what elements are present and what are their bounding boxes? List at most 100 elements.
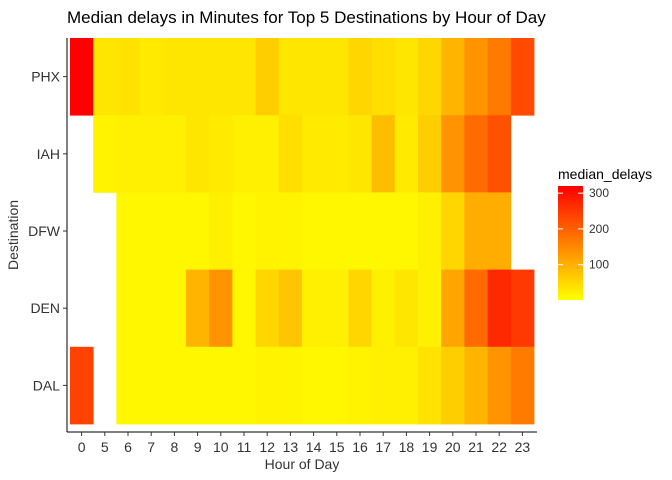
heatmap-cell xyxy=(278,115,303,193)
heatmap-cell xyxy=(162,115,187,193)
heatmap-cell xyxy=(186,38,210,116)
heatmap-cell xyxy=(255,346,280,425)
heatmap-cell xyxy=(464,192,488,270)
heatmap-cell xyxy=(418,115,442,193)
x-axis-label: Hour of Day xyxy=(265,456,340,472)
legend-tick-label: 200 xyxy=(589,222,609,236)
x-tick-label: 22 xyxy=(491,439,507,455)
x-tick-label: 23 xyxy=(515,439,531,455)
y-tick-label: IAH xyxy=(37,146,60,162)
legend-colorbar xyxy=(558,186,583,300)
heatmap-cell xyxy=(302,346,326,425)
heatmap-cell xyxy=(441,269,465,348)
heatmap-cell xyxy=(255,269,280,348)
heatmap-cell xyxy=(116,192,140,270)
heatmap-cell xyxy=(255,115,280,193)
heatmap-cell xyxy=(348,192,372,270)
heatmap-cell xyxy=(162,346,187,425)
heatmap-cell xyxy=(139,115,164,193)
heatmap-cell xyxy=(441,115,465,193)
heatmap-cell xyxy=(371,38,396,116)
heatmap-cell xyxy=(278,38,303,116)
x-tick-label: 15 xyxy=(329,439,345,455)
x-tick-label: 5 xyxy=(101,439,109,455)
heatmap-cell xyxy=(348,269,372,348)
x-tick-label: 9 xyxy=(194,439,202,455)
heatmap-cell xyxy=(209,38,233,116)
heatmap-cell xyxy=(510,269,535,348)
x-tick-label: 19 xyxy=(422,439,438,455)
heatmap-cell xyxy=(209,192,233,270)
heatmap-cell xyxy=(394,38,419,116)
heatmap-cell xyxy=(139,269,164,348)
heatmap-cell xyxy=(348,38,372,116)
heatmap-cell xyxy=(186,192,210,270)
heatmap-cell xyxy=(371,346,396,425)
heatmap-cell xyxy=(70,346,94,425)
heatmap-cell xyxy=(209,346,233,425)
heatmap-cell xyxy=(186,346,210,425)
heatmap-cell xyxy=(394,269,419,348)
heatmap-cell xyxy=(487,269,512,348)
legend-ticks: 100 200 300 xyxy=(558,186,609,272)
heatmap-cell xyxy=(162,38,187,116)
heatmap-cell xyxy=(325,192,349,270)
heatmap-cell xyxy=(209,269,233,348)
heatmap-cell xyxy=(116,346,140,425)
heatmap-cell xyxy=(371,115,396,193)
heatmap-cell xyxy=(139,192,164,270)
heatmap-cell xyxy=(325,115,349,193)
heatmap-cell xyxy=(325,38,349,116)
heatmap-cell xyxy=(162,269,187,348)
heatmap-cell xyxy=(487,192,512,270)
heatmap-cell xyxy=(302,115,326,193)
heatmap-cell xyxy=(116,38,140,116)
heatmap-cell xyxy=(93,115,117,193)
heatmap-cell xyxy=(186,115,210,193)
x-tick-label: 7 xyxy=(147,439,155,455)
heatmap-cell xyxy=(348,115,372,193)
heatmap-cell xyxy=(139,346,164,425)
heatmap-cell xyxy=(441,192,465,270)
x-tick-label: 12 xyxy=(259,439,275,455)
heatmap-cell xyxy=(418,192,442,270)
heatmap-cell xyxy=(441,346,465,425)
y-ticks: PHX IAH DFW DEN DAL xyxy=(28,69,67,393)
heatmap-cell xyxy=(394,192,419,270)
heatmap-cell xyxy=(278,346,303,425)
heatmap-cell xyxy=(255,38,280,116)
heatmap-cell xyxy=(116,115,140,193)
heatmap-cell xyxy=(209,115,233,193)
chart-title: Median delays in Minutes for Top 5 Desti… xyxy=(67,8,546,27)
heatmap-cell xyxy=(487,115,512,193)
y-tick-label: PHX xyxy=(31,69,60,85)
heatmap-cell xyxy=(325,269,349,348)
x-tick-label: 20 xyxy=(445,439,461,455)
heatmap-cell xyxy=(232,115,256,193)
heatmap-cell xyxy=(255,192,280,270)
heatmap-cell xyxy=(418,38,442,116)
heatmap-cell xyxy=(348,346,372,425)
heatmap-cell xyxy=(418,346,442,425)
x-tick-label: 13 xyxy=(283,439,299,455)
y-axis-label: Destination xyxy=(5,200,21,270)
axes xyxy=(66,38,537,433)
x-tick-label: 21 xyxy=(468,439,484,455)
heatmap-cell xyxy=(302,38,326,116)
heatmap-cell xyxy=(232,269,256,348)
heatmap-cell xyxy=(464,115,488,193)
heatmap-cell xyxy=(278,269,303,348)
heatmap-cell xyxy=(232,192,256,270)
legend: median_delays 100 200 300 xyxy=(558,166,652,300)
heatmap-cell xyxy=(162,192,187,270)
x-tick-label: 16 xyxy=(352,439,368,455)
x-tick-label: 0 xyxy=(78,439,86,455)
heatmap-cell xyxy=(371,192,396,270)
heatmap-cell xyxy=(232,346,256,425)
x-ticks: 0 5 6 7 8 9 10 11 12 13 14 15 16 17 18 19 20 21 22 23 xyxy=(78,432,531,455)
y-tick-label: DFW xyxy=(28,223,61,239)
x-tick-label: 17 xyxy=(375,439,391,455)
heatmap-cell xyxy=(278,192,303,270)
x-tick-label: 6 xyxy=(124,439,132,455)
heatmap-cell xyxy=(441,38,465,116)
